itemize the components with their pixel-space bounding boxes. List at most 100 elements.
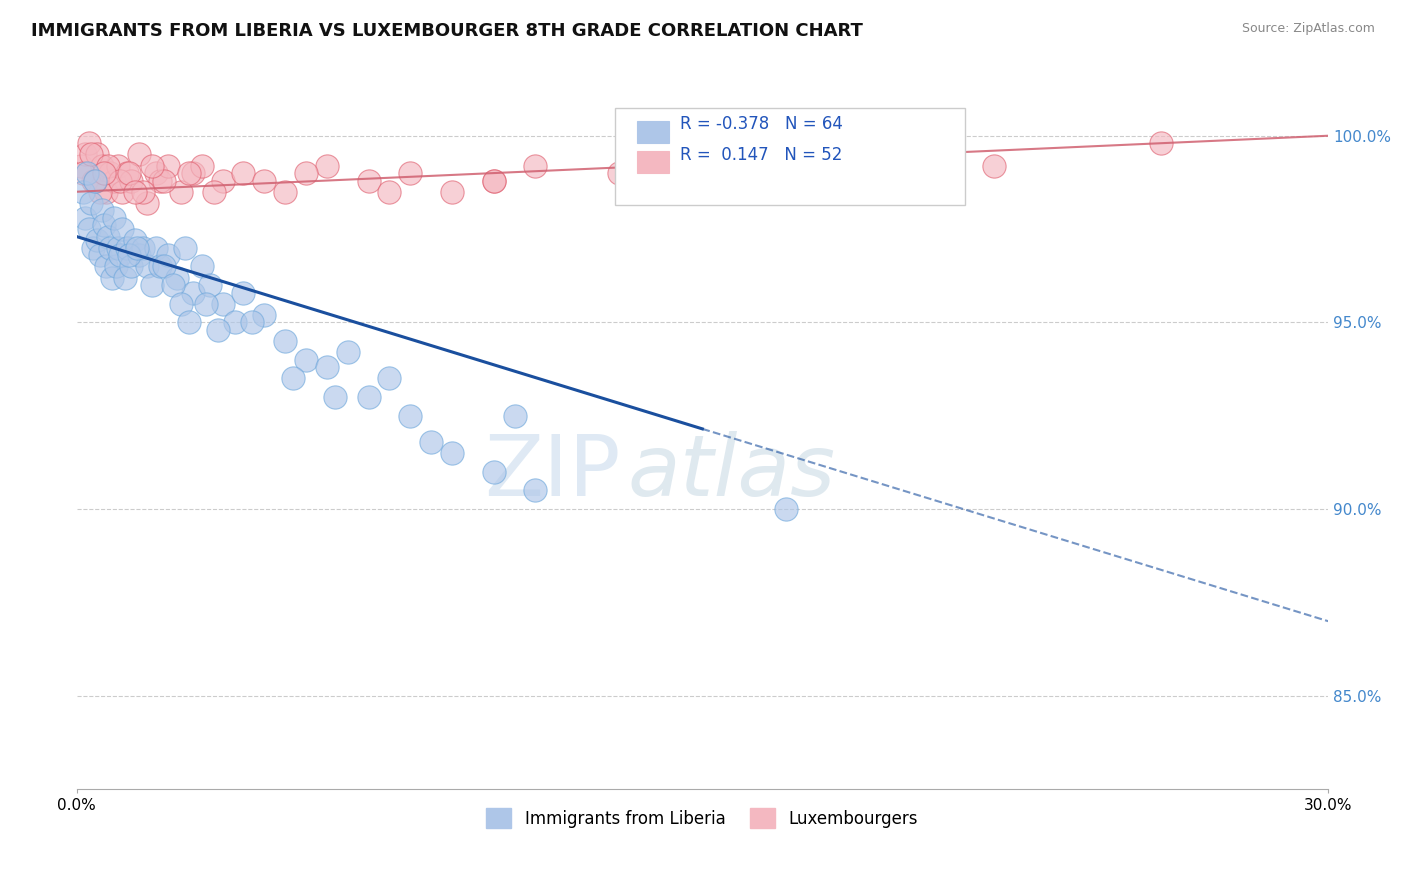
Point [274,185,297,199]
Point [111,222,134,236]
Point [357,173,380,187]
Point [274,334,297,348]
Point [73,147,96,161]
Point [145,166,167,180]
Point [93,166,115,180]
Point [120,260,142,274]
Point [524,483,547,498]
Point [420,434,443,449]
Point [132,185,155,199]
Point [482,173,505,187]
Point [72,185,94,199]
Point [323,390,346,404]
Point [90,159,112,173]
Point [97,159,120,173]
Point [149,260,172,274]
Point [224,315,246,329]
Point [253,173,276,187]
Point [232,166,254,180]
Point [120,173,142,187]
Text: IMMIGRANTS FROM LIBERIA VS LUXEMBOURGER 8TH GRADE CORRELATION CHART: IMMIGRANTS FROM LIBERIA VS LUXEMBOURGER … [31,22,863,40]
Point [69,159,91,173]
Point [128,147,150,161]
Point [115,166,138,180]
Point [179,166,201,180]
Point [357,390,380,404]
Text: R =  0.147   N = 52: R = 0.147 N = 52 [681,146,842,164]
FancyBboxPatch shape [614,108,965,205]
Point [162,278,184,293]
Point [179,315,201,329]
Point [1150,136,1173,151]
Point [103,173,125,187]
Point [98,166,121,180]
Point [103,211,125,225]
Point [111,185,134,199]
Point [86,147,108,161]
Point [524,159,547,173]
Point [315,360,337,375]
Point [94,260,117,274]
Point [295,166,318,180]
Point [174,241,197,255]
Point [283,371,305,385]
Text: ZIP: ZIP [485,431,621,514]
Point [503,409,526,423]
Point [240,315,263,329]
Bar [637,152,669,173]
Point [775,502,797,516]
Legend: Immigrants from Liberia, Luxembourgers: Immigrants from Liberia, Luxembourgers [479,801,925,835]
Point [82,241,104,255]
Point [125,241,148,255]
Point [136,260,159,274]
Point [145,241,167,255]
Point [211,297,233,311]
Point [82,173,104,187]
Point [157,248,180,262]
Point [194,297,217,311]
Point [441,185,464,199]
Point [399,166,422,180]
Point [77,136,100,151]
Point [149,173,172,187]
Point [211,173,233,187]
Point [232,285,254,300]
Bar [637,121,669,143]
Point [253,308,276,322]
Point [482,465,505,479]
Text: R = -0.378   N = 64: R = -0.378 N = 64 [681,115,842,133]
Point [190,159,212,173]
Point [190,260,212,274]
Point [141,159,163,173]
Point [441,446,464,460]
Point [136,196,159,211]
Point [157,159,180,173]
Point [399,409,422,423]
Point [124,185,146,199]
Point [107,241,129,255]
Point [77,222,100,236]
Point [115,241,138,255]
Point [72,166,94,180]
Point [170,185,193,199]
Point [198,278,221,293]
Point [114,270,136,285]
Point [202,185,225,199]
Point [141,278,163,293]
Point [315,159,337,173]
Point [153,260,176,274]
Point [105,260,128,274]
Point [983,159,1005,173]
Point [607,166,630,180]
Point [132,241,155,255]
Point [86,233,108,247]
Point [295,352,318,367]
Point [73,211,96,225]
Point [94,185,117,199]
Point [207,323,229,337]
Point [98,241,121,255]
Point [84,173,107,187]
Point [124,233,146,247]
Text: Source: ZipAtlas.com: Source: ZipAtlas.com [1241,22,1375,36]
Point [775,185,797,199]
